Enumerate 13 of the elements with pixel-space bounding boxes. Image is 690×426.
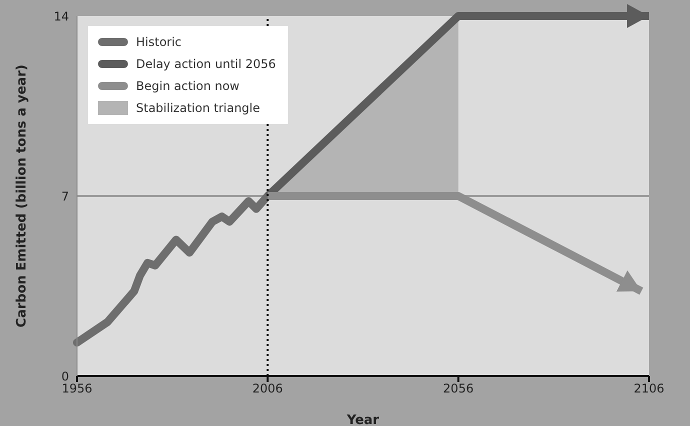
x-tick-label: 2106 [634,382,664,396]
legend-label: Stabilization triangle [136,101,260,115]
y-tick-label: 7 [61,189,69,204]
y-tick-label: 14 [54,9,69,24]
x-tick-label: 2056 [443,382,474,396]
x-tick-label: 1956 [62,382,92,396]
x-axis-title: Year [346,413,380,426]
legend-label: Delay action until 2056 [136,57,276,71]
legend-label: Begin action now [136,79,240,93]
y-tick-label: 0 [61,369,69,384]
legend-label: Historic [136,35,182,49]
y-axis-title: Carbon Emitted (billion tons a year) [14,64,30,328]
x-tick-label: 2006 [252,382,283,396]
